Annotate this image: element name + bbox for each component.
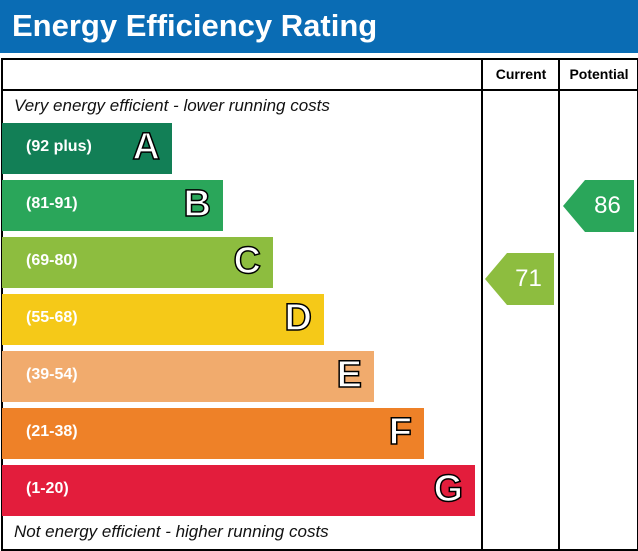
band-a: (92 plus) A [2,123,172,174]
band-letter: A [132,125,161,169]
potential-rating-arrow: 86 [563,180,634,232]
band-letter: G [433,467,464,511]
band-letter: E [336,353,363,397]
top-note: Very energy efficient - lower running co… [14,96,330,115]
band-range: (21-38) [26,423,78,440]
band-range: (81-91) [26,195,78,212]
potential-header: Potential [569,66,629,82]
current-header: Current [495,66,547,82]
band-range: (39-54) [26,366,78,383]
band-letter: D [284,296,313,340]
band-range: (92 plus) [26,138,92,155]
band-d: (55-68) D [2,294,324,345]
divider [558,58,560,549]
band-range: (1-20) [26,480,69,497]
chart-title: Energy Efficiency Rating [12,8,378,43]
band-c: (69-80) C [2,237,273,288]
band-e: (39-54) E [2,351,374,402]
band-letter: F [388,410,413,454]
band-range: (69-80) [26,252,78,269]
divider [481,58,483,549]
band-letter: C [233,239,262,283]
band-b: (81-91) B [2,180,223,231]
band-f: (21-38) F [2,408,424,459]
title-bar: Energy Efficiency Rating [0,0,638,53]
bottom-note: Not energy efficient - higher running co… [14,522,329,541]
band-range: (55-68) [26,309,78,326]
band-g: (1-20) G [2,465,475,516]
band-letter: B [183,182,212,226]
divider [1,89,637,91]
